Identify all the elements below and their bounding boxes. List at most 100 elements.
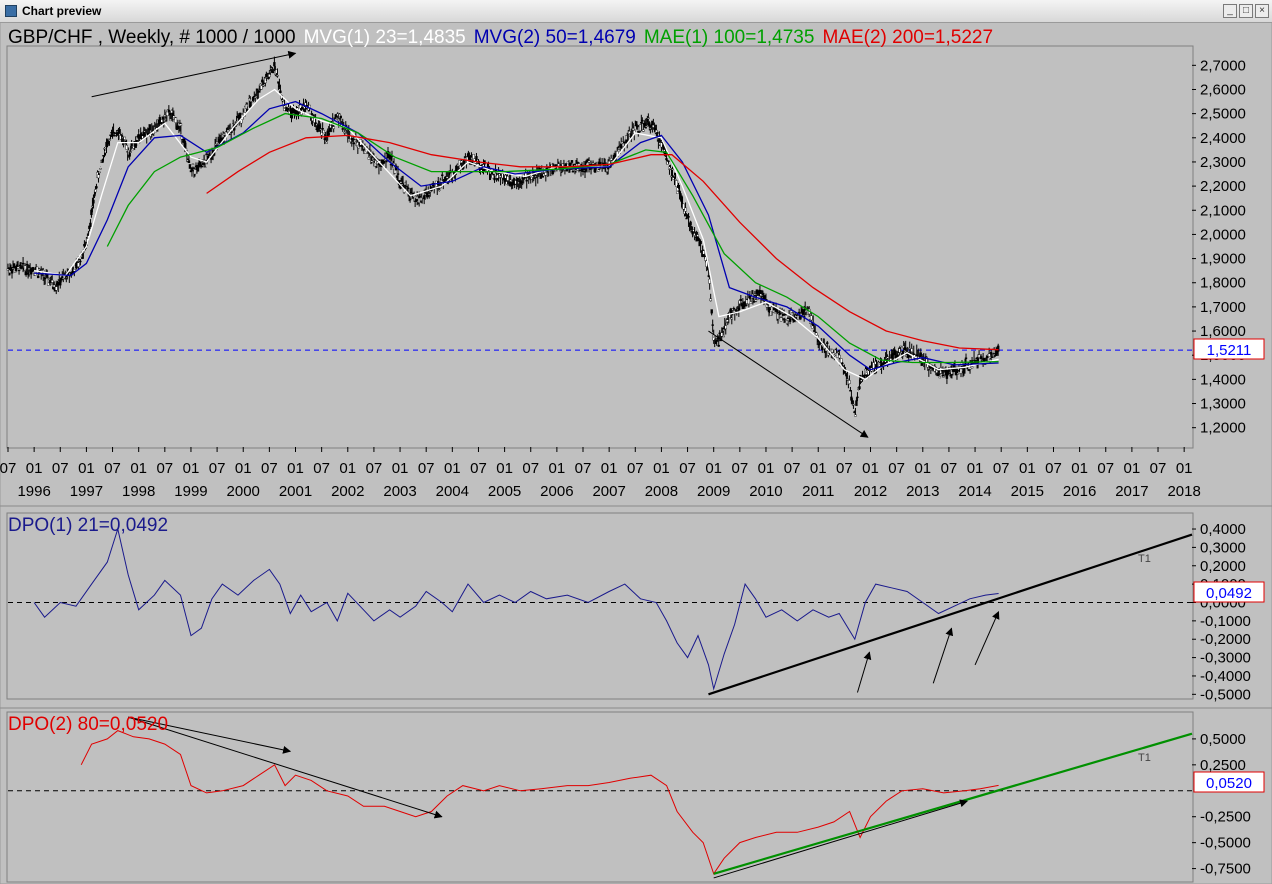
candle-body <box>542 173 546 177</box>
panel-3-frame <box>6 711 1194 883</box>
indicator-lines <box>33 88 999 875</box>
candle-body <box>55 286 58 291</box>
x-month-label: 01 <box>810 460 827 477</box>
candle-body <box>752 300 756 303</box>
candle-body <box>73 268 76 272</box>
x-year-label: 2004 <box>436 483 469 500</box>
minimize-icon[interactable]: _ <box>1223 4 1237 18</box>
y-tick-label: -0,2000 <box>1200 631 1251 648</box>
candle-body <box>620 143 623 149</box>
candle-body <box>856 396 859 399</box>
candle-body <box>36 275 40 279</box>
candle-body <box>710 309 713 314</box>
x-year-label: 2012 <box>854 483 887 500</box>
mae1-line <box>106 112 999 364</box>
candle-body <box>669 168 672 170</box>
y-tick-label: 2,1000 <box>1200 202 1246 219</box>
candle-body <box>256 88 259 91</box>
x-year-label: 2003 <box>383 483 416 500</box>
x-year-label: 2001 <box>279 483 312 500</box>
x-month-label: 07 <box>470 460 487 477</box>
candle-body <box>990 356 994 358</box>
x-month-label: 07 <box>784 460 801 477</box>
candle-body <box>16 266 20 269</box>
annotations <box>91 50 1193 879</box>
x-year-label: 1996 <box>17 483 50 500</box>
candle-body <box>163 114 167 117</box>
candle-body <box>909 352 912 354</box>
price-arrow-down <box>708 330 869 438</box>
x-month-label: 01 <box>26 460 43 477</box>
candle-body <box>299 104 302 109</box>
candle-body <box>848 380 851 384</box>
candle-body <box>642 129 645 132</box>
y-tick-label: 2,6000 <box>1200 81 1246 98</box>
x-year-label: 2005 <box>488 483 521 500</box>
x-month-label: 07 <box>888 460 905 477</box>
candle-body <box>493 178 496 181</box>
candle-body <box>135 139 138 142</box>
candle-body <box>571 170 575 173</box>
candle-body <box>262 84 265 87</box>
candle-body <box>305 108 308 110</box>
x-year-label: 2011 <box>802 483 834 500</box>
candle-body <box>161 116 165 119</box>
candle-body <box>297 112 300 114</box>
candle-body <box>160 119 164 123</box>
x-year-label: 2010 <box>749 483 782 500</box>
y-tick-label: -0,5000 <box>1200 835 1251 852</box>
y-tick-label: 1,7000 <box>1200 299 1246 316</box>
x-year-label: 2002 <box>331 483 364 500</box>
candle-body <box>645 125 648 128</box>
candle-body <box>21 262 25 265</box>
candle-body <box>258 90 261 93</box>
y-tick-label: 2,0000 <box>1200 226 1246 243</box>
y-tick-label: 2,7000 <box>1200 57 1246 74</box>
dpo2-line <box>80 730 999 875</box>
candle-body <box>191 163 195 166</box>
x-month-label: 01 <box>601 460 618 477</box>
candle-body <box>685 217 688 220</box>
candle-body <box>97 174 100 179</box>
y-tick-label: -0,5000 <box>1200 686 1251 703</box>
y-tick-label: -0,3000 <box>1200 650 1251 667</box>
candle-body <box>273 62 276 67</box>
candle-body <box>332 126 335 129</box>
candle-body <box>784 315 788 320</box>
x-month-label: 01 <box>130 460 147 477</box>
candle-body <box>942 375 946 378</box>
x-month-label: 01 <box>1176 460 1193 477</box>
x-month-label: 07 <box>1150 460 1167 477</box>
candle-body <box>131 148 134 151</box>
maximize-icon[interactable]: □ <box>1239 4 1253 18</box>
candle-body <box>675 180 678 187</box>
candle-body <box>319 128 322 130</box>
price-current-badge: 1,5211 <box>1193 338 1265 360</box>
candle-body <box>187 160 191 164</box>
candle-body <box>203 166 207 169</box>
candle-body <box>778 312 782 315</box>
candle-body <box>854 414 857 417</box>
x-month-label: 01 <box>78 460 95 477</box>
chart-canvas[interactable]: 1,20001,30001,40001,50001,60001,70001,80… <box>0 22 1272 884</box>
close-icon[interactable]: × <box>1255 4 1269 18</box>
window-titlebar[interactable]: Chart preview _ □ × <box>0 0 1272 23</box>
dpo1-current-label: 0,0492 <box>1206 585 1252 602</box>
dpo1-header: DPO(1) 21=0,0492 <box>8 515 168 536</box>
candle-body <box>188 164 192 169</box>
x-month-label: 07 <box>679 460 696 477</box>
y-tick-label: 0,2000 <box>1200 558 1246 575</box>
dpo2-header: DPO(2) 80=0,0520 <box>8 714 168 735</box>
candle-body <box>855 400 858 406</box>
x-month-label: 01 <box>183 460 200 477</box>
mvg2-line <box>34 100 999 371</box>
candle-body <box>506 176 509 181</box>
dpo1-line <box>33 527 999 691</box>
candle-body <box>810 315 813 321</box>
x-year-label: 2017 <box>1115 483 1148 500</box>
candle-body <box>341 128 344 130</box>
candle-body <box>979 356 983 360</box>
candle-body <box>587 160 591 163</box>
candle-body <box>684 207 687 212</box>
candle-body <box>671 168 674 171</box>
